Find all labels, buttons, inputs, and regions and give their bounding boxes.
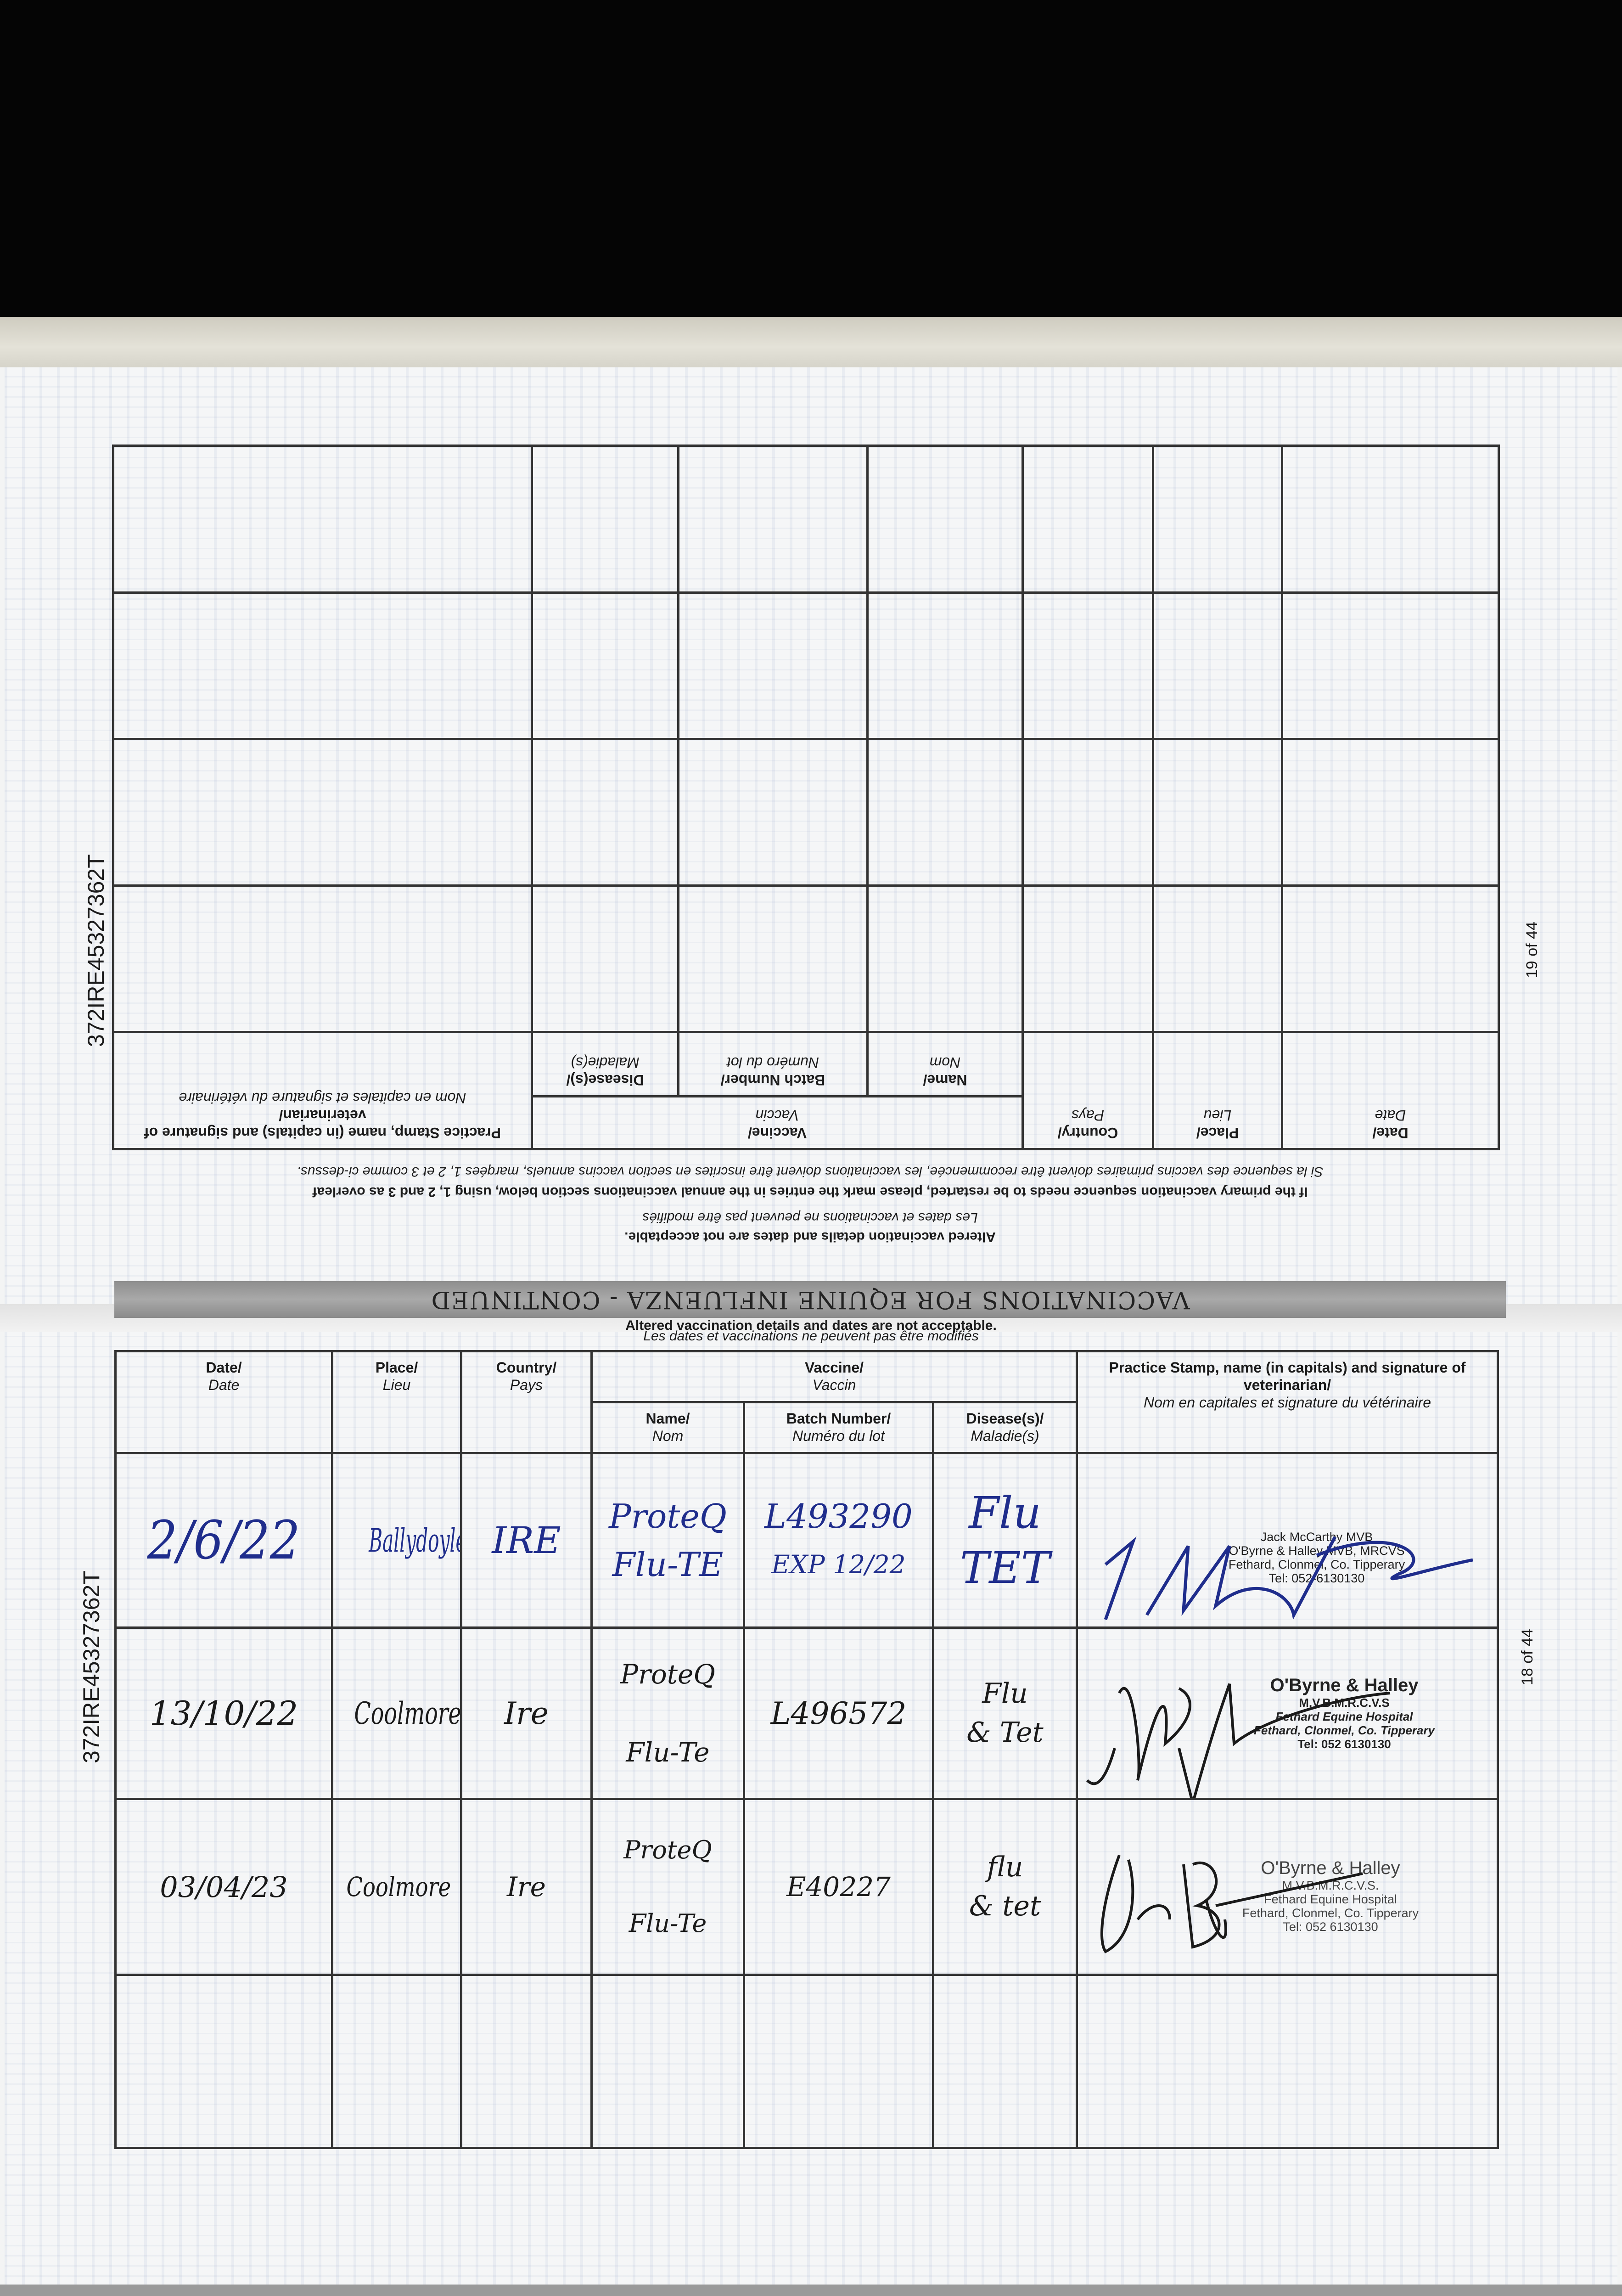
cell-place: Coolmore bbox=[331, 1626, 462, 1800]
cell-batch: E40227 bbox=[743, 1798, 934, 1976]
header-stamp: Practice Stamp, name (in capitals) and s… bbox=[113, 1032, 532, 1149]
header-batch: Batch Number/Numéro du lot bbox=[678, 1032, 868, 1097]
header-country: Country/Pays bbox=[460, 1350, 593, 1454]
header-name: Name/Nom bbox=[867, 1032, 1023, 1097]
section-title-band: VACCINATIONS FOR EQUINE INFLUENZA - CONT… bbox=[114, 1281, 1506, 1318]
cell-place: Ballydoyle bbox=[331, 1452, 462, 1629]
cell-vaccine-name: ProteQ Flu-TE bbox=[590, 1452, 745, 1629]
header-vaccine: Vaccine/Vaccin bbox=[590, 1350, 1078, 1403]
table-row: 13/10/22 Coolmore Ire ProteQ Flu-Te L4965… bbox=[114, 1626, 1499, 1800]
vet-signature bbox=[1100, 1854, 1363, 1953]
cell-vaccine-name: ProteQ Flu-Te bbox=[590, 1798, 745, 1976]
header-disease: Disease(s)/Maladie(s) bbox=[932, 1401, 1078, 1454]
table-row-empty bbox=[113, 592, 1499, 739]
passport-id-upper: 372IRE45327362T bbox=[83, 854, 109, 1047]
cell-disease: Flu & Tet bbox=[932, 1626, 1078, 1800]
vaccination-table-lower: Date/Date Place/Lieu Country/Pays Vaccin… bbox=[114, 1350, 1499, 2149]
upper-page-rotated: VACCINATIONS FOR EQUINE INFLUENZA - CONT… bbox=[112, 445, 1506, 1327]
cell-country: Ire bbox=[460, 1798, 593, 1976]
notice-en: Altered vaccination details and dates ar… bbox=[624, 1229, 996, 1244]
notice-fr-lower: Les dates et vaccinations ne peuvent pas… bbox=[643, 1328, 979, 1344]
header-stamp: Practice Stamp, name (in capitals) and s… bbox=[1076, 1350, 1499, 1454]
cell-date: 03/04/23 bbox=[114, 1798, 333, 1976]
header-place: Place/Lieu bbox=[331, 1350, 462, 1454]
vet-signature bbox=[1104, 1536, 1473, 1621]
passport-cover-edge bbox=[0, 317, 1622, 367]
cell-disease: Flu TET bbox=[932, 1452, 1078, 1629]
header-date: Date/Date bbox=[1282, 1032, 1499, 1149]
header-country: Country/Pays bbox=[1022, 1032, 1153, 1149]
cell-batch: L493290 EXP 12/22 bbox=[743, 1452, 934, 1629]
instruction-en: If the primary vaccination sequence need… bbox=[312, 1184, 1308, 1199]
scan-background bbox=[0, 0, 1622, 317]
table-row: 2/6/22 Ballydoyle IRE ProteQ Flu-TE L4932… bbox=[114, 1452, 1499, 1629]
cell-date: 2/6/22 bbox=[114, 1452, 333, 1629]
notice-fr: Les dates et vaccinations ne peuvent pas… bbox=[642, 1210, 978, 1225]
cell-vaccine-name: ProteQ Flu-Te bbox=[590, 1626, 745, 1800]
header-date: Date/Date bbox=[114, 1350, 333, 1454]
vet-stamp: Jack McCarthy MVB O'Byrne & Halley MVB, M… bbox=[1079, 1456, 1496, 1626]
header-place: Place/Lieu bbox=[1153, 1032, 1282, 1149]
table-row-empty bbox=[113, 445, 1499, 593]
vaccination-table-upper: Date/Date Place/Lieu Country/Pays Vaccin… bbox=[112, 445, 1500, 1150]
header-name: Name/Nom bbox=[590, 1401, 745, 1454]
header-vaccine: Vaccine/Vaccin bbox=[532, 1096, 1023, 1149]
instruction-fr: Si la sequence des vaccins primaires doi… bbox=[297, 1164, 1324, 1179]
page-number-lower: 18 of 44 bbox=[1519, 1629, 1536, 1685]
table-row-empty bbox=[114, 1974, 1499, 2149]
cell-date: 13/10/22 bbox=[114, 1626, 333, 1800]
notice-en-lower: Altered vaccination details and dates ar… bbox=[625, 1318, 997, 1333]
passport-id-lower: 372IRE45327362T bbox=[79, 1570, 104, 1763]
header-batch: Batch Number/Numéro du lot bbox=[743, 1401, 934, 1454]
cell-stamp: Jack McCarthy MVB O'Byrne & Halley MVB, M… bbox=[1076, 1452, 1499, 1629]
cell-stamp: O'Byrne & Halley M.V.B.M.R.C.V.S Fethard E… bbox=[1076, 1626, 1499, 1800]
table-row-empty bbox=[113, 739, 1499, 886]
table-row: 03/04/23 Coolmore Ire ProteQ Flu-Te E4022… bbox=[114, 1798, 1499, 1976]
cell-disease: flu & tet bbox=[932, 1798, 1078, 1976]
table-row-empty bbox=[113, 885, 1499, 1032]
cell-country: IRE bbox=[460, 1452, 593, 1629]
vet-stamp: O'Byrne & Halley M.V.B.M.R.C.V.S. Fethard … bbox=[1079, 1801, 1496, 1973]
cell-stamp: O'Byrne & Halley M.V.B.M.R.C.V.S. Fethard … bbox=[1076, 1798, 1499, 1976]
header-disease: Disease(s)/Maladie(s) bbox=[532, 1032, 679, 1097]
page-number-upper: 19 of 44 bbox=[1523, 922, 1541, 978]
cell-country: Ire bbox=[460, 1626, 593, 1800]
scan-bottom-edge bbox=[0, 2285, 1622, 2296]
vet-stamp: O'Byrne & Halley M.V.B.M.R.C.V.S Fethard E… bbox=[1079, 1630, 1496, 1797]
cell-batch: L496572 bbox=[743, 1626, 934, 1800]
cell-place: Coolmore bbox=[331, 1798, 462, 1976]
vet-signature bbox=[1086, 1683, 1391, 1797]
